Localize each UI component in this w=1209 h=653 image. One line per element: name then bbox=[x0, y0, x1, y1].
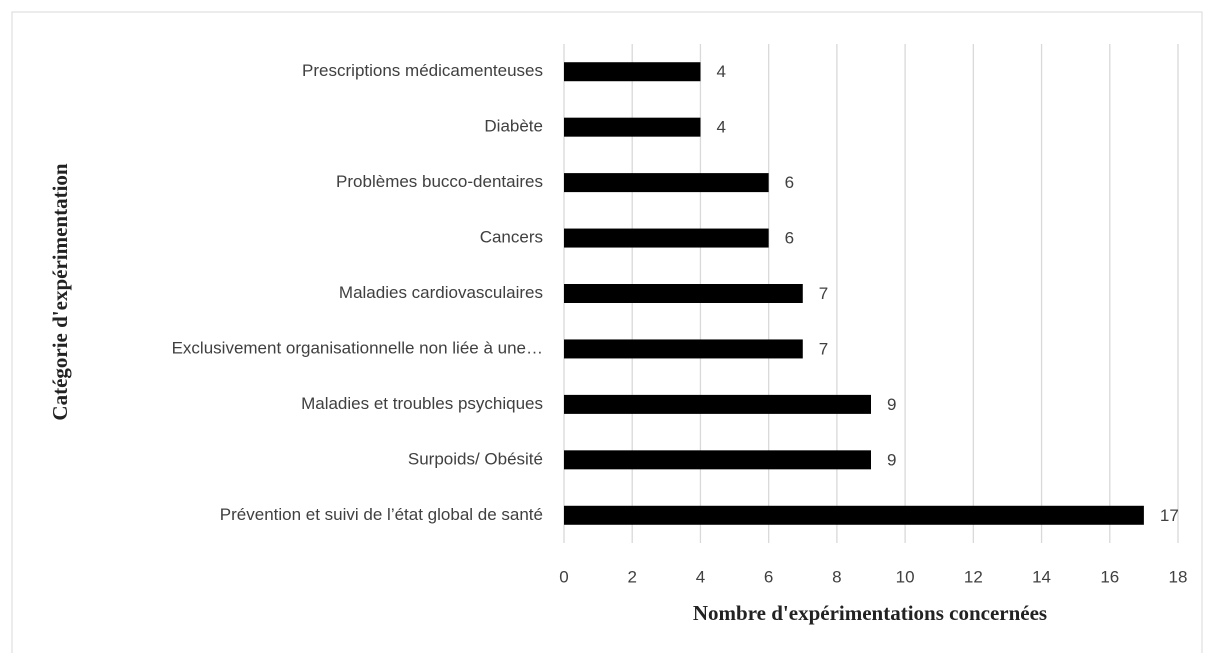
x-tick-label: 0 bbox=[559, 567, 568, 586]
y-axis-title: Catégorie d'expérimentation bbox=[48, 163, 72, 421]
data-label: 7 bbox=[819, 339, 828, 358]
bar bbox=[564, 450, 871, 470]
bar bbox=[564, 117, 701, 137]
y-tick-label: Exclusivement organisationnelle non liée… bbox=[172, 338, 543, 357]
bar bbox=[564, 284, 803, 303]
x-axis-title: Nombre d'expérimentations concernées bbox=[693, 601, 1047, 625]
data-label: 6 bbox=[785, 173, 794, 192]
x-tick-label: 2 bbox=[627, 567, 636, 586]
chart-frame bbox=[11, 11, 1203, 653]
y-tick-label: Problèmes bucco-dentaires bbox=[336, 172, 543, 191]
data-label: 9 bbox=[887, 450, 896, 469]
y-tick-label: Maladies et troubles psychiques bbox=[301, 394, 543, 413]
bar bbox=[564, 228, 769, 248]
data-label: 7 bbox=[819, 284, 828, 303]
x-tick-label: 14 bbox=[1032, 567, 1051, 586]
y-tick-label: Cancers bbox=[480, 228, 543, 247]
data-label: 9 bbox=[887, 395, 896, 414]
y-tick-label: Surpoids/ Obésité bbox=[408, 449, 543, 468]
x-tick-label: 8 bbox=[832, 567, 841, 586]
x-tick-label: 4 bbox=[696, 567, 705, 586]
bar bbox=[564, 173, 769, 193]
bar bbox=[564, 62, 701, 82]
y-tick-label: Diabète bbox=[484, 117, 543, 136]
x-tick-label: 6 bbox=[764, 567, 773, 586]
bar bbox=[564, 339, 803, 359]
y-tick-label: Prévention et suivi de l’état global de … bbox=[220, 505, 543, 524]
data-label: 17 bbox=[1160, 506, 1179, 525]
y-tick-label: Maladies cardiovasculaires bbox=[339, 283, 543, 302]
x-tick-label: 12 bbox=[964, 567, 983, 586]
x-tick-label: 10 bbox=[896, 567, 915, 586]
x-tick-label: 18 bbox=[1169, 567, 1188, 586]
data-label: 6 bbox=[785, 229, 794, 248]
bar bbox=[564, 505, 1144, 525]
data-label: 4 bbox=[716, 62, 725, 81]
x-tick-label: 16 bbox=[1100, 567, 1119, 586]
y-tick-label: Prescriptions médicamenteuses bbox=[302, 61, 543, 80]
data-label: 4 bbox=[716, 118, 725, 137]
bar bbox=[564, 394, 871, 414]
